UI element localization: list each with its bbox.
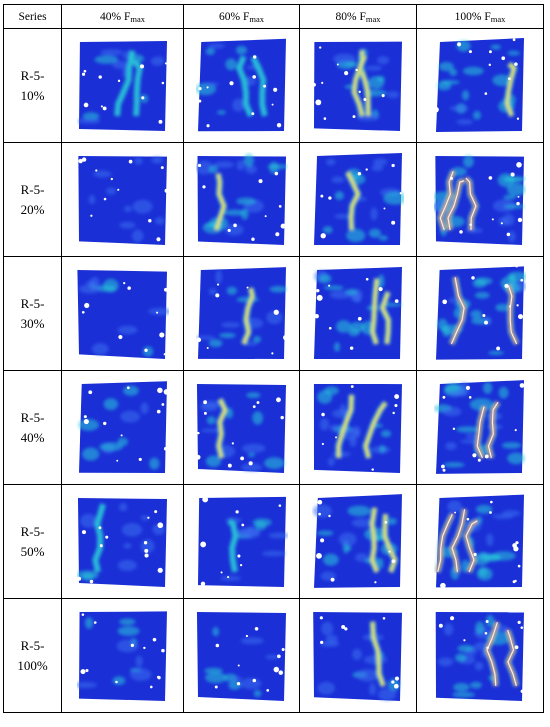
strain-map-cell [61,370,184,485]
strain-map-cell [416,28,544,143]
col-header-100: 100% Fmax [416,4,544,29]
strain-map-cell [299,256,417,371]
series-label: R-5- 100% [3,598,62,713]
strain-map-cell [416,598,544,713]
strain-map-image [314,266,403,360]
strain-map-image [314,152,404,246]
strain-map-image [434,494,524,589]
strain-map-cell [416,256,544,371]
strain-map-cell [183,142,300,257]
series-label: R-5- 30% [3,256,62,371]
series-header: Series [3,4,62,29]
strain-map-cell [183,598,300,713]
strain-map-cell [416,484,544,599]
strain-map-image [435,612,524,701]
series-label: R-5- 50% [3,484,62,599]
strain-map-table: Series 40% Fmax 60% Fmax 80% Fmax 100% F… [3,4,544,713]
strain-map-cell [299,484,417,599]
table-row: R-5- 20% [3,142,544,257]
strain-map-cell [183,484,300,599]
col-header-80: 80% Fmax [299,4,417,29]
strain-map-image [77,611,167,701]
table-row: R-5- 100% [3,598,544,713]
strain-map-image [434,152,526,245]
strain-map-cell [61,28,184,143]
strain-map-image [312,494,402,588]
strain-map-cell [299,370,417,485]
table-row: R-5- 40% [3,370,544,485]
strain-map-image [196,267,288,359]
series-label: R-5- 10% [3,28,62,143]
strain-map-cell [416,370,544,485]
strain-map-cell [61,256,184,371]
col-header-60: 60% Fmax [183,4,300,29]
strain-map-image [196,153,288,245]
strain-map-image [312,38,402,132]
header-row: Series 40% Fmax 60% Fmax 80% Fmax 100% F… [3,4,544,29]
strain-map-cell [299,28,417,143]
strain-map-cell [183,370,300,485]
strain-map-image [77,270,169,359]
strain-map-cell [61,142,184,257]
strain-map-image [196,612,286,701]
strain-map-cell [183,28,300,143]
strain-map-image [77,498,167,587]
strain-map-image [313,612,402,701]
table-row: R-5- 10% [3,28,544,143]
table-row: R-5- 30% [3,256,544,371]
strain-map-cell [61,484,184,599]
strain-map-image [198,496,288,590]
strain-map-image [78,156,169,245]
strain-map-image [196,384,286,473]
strain-map-cell [299,142,417,257]
strain-map-cell [299,598,417,713]
strain-map-image [196,38,286,132]
series-label: R-5- 20% [3,142,62,257]
strain-map-cell [183,256,300,371]
strain-map-cell [416,142,544,257]
strain-map-cell [61,598,184,713]
strain-map-image [77,41,168,134]
series-label: R-5- 40% [3,370,62,485]
col-header-40: 40% Fmax [61,4,184,29]
strain-map-image [436,266,526,360]
table-row: R-5- 50% [3,484,544,599]
strain-map-image [313,384,402,473]
strain-map-image [434,38,524,132]
strain-map-image [78,381,169,473]
strain-map-image [434,380,526,476]
